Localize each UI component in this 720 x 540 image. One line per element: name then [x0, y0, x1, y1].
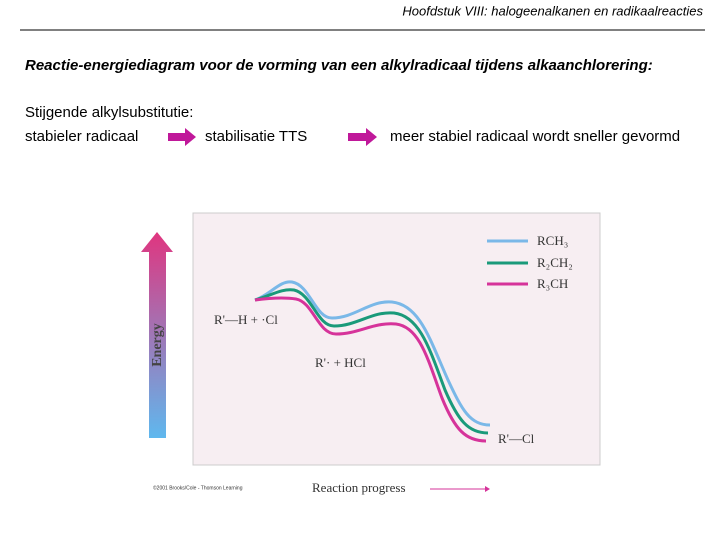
legend-label: R₃CH [537, 276, 568, 291]
y-label: Energy [150, 323, 165, 367]
progress-arrow-head [485, 486, 490, 492]
legend-label: RCH₃ [537, 233, 568, 248]
intro: Stijgende alkylsubstitutie: [25, 104, 193, 121]
state-label: R'—Cl [498, 431, 535, 446]
flow-arrow [348, 128, 377, 146]
flow-step: stabilisatie TTS [205, 128, 307, 145]
header-title: Hoofdstuk VIII: halogeenalkanen en radik… [402, 3, 703, 18]
curve [254, 280, 491, 427]
flow-step: stabieler radicaal [25, 128, 138, 145]
state-label: R'—H + ·Cl [214, 312, 278, 327]
diagram-frame [192, 212, 601, 466]
energy-arrow [141, 232, 173, 438]
legend-label: R₂CH₂ [537, 255, 573, 270]
slide-title: Reactie-energiediagram voor de vorming v… [25, 57, 653, 74]
x-label: Reaction progress [312, 480, 406, 495]
flow-step: meer stabiel radicaal wordt sneller gevo… [390, 128, 680, 145]
curve [254, 296, 487, 443]
state-label: R'· + HCl [315, 355, 366, 370]
flow-arrow [168, 128, 196, 146]
curve [254, 288, 489, 435]
credit: ©2001 Brooks/Cole - Thomson Learning [153, 484, 243, 491]
